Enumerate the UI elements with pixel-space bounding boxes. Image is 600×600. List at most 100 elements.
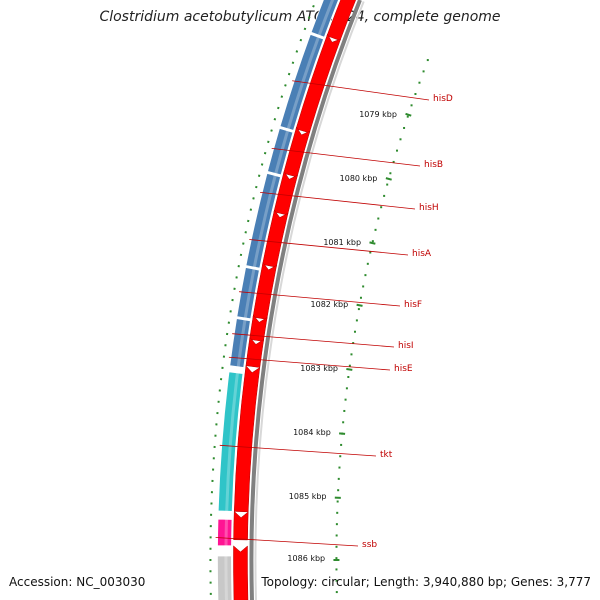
cds-fwd-6 bbox=[252, 262, 277, 320]
cds-fwd-9 bbox=[233, 365, 261, 513]
gc-dot bbox=[403, 126, 406, 129]
cds-fwd-2 bbox=[295, 33, 342, 134]
gc-dot bbox=[357, 308, 360, 311]
gc-dot bbox=[335, 557, 338, 560]
major-tick bbox=[356, 303, 363, 307]
gc-dot bbox=[359, 296, 362, 299]
map-title: Clostridium acetobutylicum ATCC 824, com… bbox=[99, 9, 501, 25]
outer-dot bbox=[270, 129, 273, 132]
cds-rev-1 bbox=[310, 0, 339, 38]
cds-rev-4 bbox=[245, 172, 282, 269]
gc-dot bbox=[335, 579, 338, 582]
leader-line bbox=[260, 191, 416, 210]
cds-rev-3 bbox=[267, 127, 294, 176]
major-tick bbox=[369, 241, 376, 245]
gc-dot bbox=[386, 183, 389, 186]
cds-fwd-10 bbox=[233, 510, 249, 541]
gc-dot bbox=[374, 228, 377, 231]
cds-fwd-11 bbox=[233, 545, 249, 600]
outer-dot bbox=[284, 84, 287, 87]
gene-label-hisB: hisB bbox=[424, 160, 444, 170]
outer-dot bbox=[291, 61, 295, 65]
outer-dot bbox=[280, 95, 284, 98]
outer-dot bbox=[267, 140, 270, 144]
gc-dot bbox=[336, 500, 339, 503]
gc-dot bbox=[336, 511, 339, 514]
gc-dot bbox=[399, 138, 402, 141]
cds-rev-9-highlight bbox=[224, 555, 228, 600]
gc-dot bbox=[353, 330, 356, 333]
gc-dot bbox=[350, 353, 353, 356]
tick-label: 1086 kbp bbox=[287, 554, 326, 563]
tick-label: 1081 kbp bbox=[323, 237, 362, 247]
cds-rev-6-highlight bbox=[236, 319, 247, 367]
tick-label: 1079 kbp bbox=[359, 109, 397, 119]
gc-dot bbox=[369, 251, 372, 254]
outer-dot bbox=[312, 4, 315, 8]
gene-label-hisI: hisI bbox=[398, 341, 414, 351]
major-tick bbox=[339, 432, 346, 435]
gene-label-hisE: hisE bbox=[394, 364, 413, 374]
gene-label-hisH: hisH bbox=[419, 203, 439, 213]
gc-dot bbox=[335, 523, 338, 526]
cds-fwd-4 bbox=[273, 171, 298, 216]
cds-rev-7 bbox=[217, 371, 244, 512]
gc-dot bbox=[410, 104, 413, 107]
cds-rev-6 bbox=[229, 318, 251, 368]
cds-rev-9 bbox=[217, 555, 233, 600]
major-tick bbox=[405, 112, 412, 117]
gc-dot bbox=[422, 70, 425, 73]
gene-label-tkt: tkt bbox=[380, 450, 393, 460]
outer-dot bbox=[263, 151, 267, 155]
cds-rev-5 bbox=[236, 267, 260, 320]
tick-label: 1080 kbp bbox=[339, 173, 378, 183]
cds-rev-8-highlight bbox=[224, 519, 228, 546]
gc-dot bbox=[352, 342, 355, 345]
gene-label-hisA: hisA bbox=[412, 249, 432, 259]
gc-dot bbox=[366, 262, 369, 265]
gc-dot bbox=[389, 172, 392, 175]
gc-dot bbox=[340, 443, 343, 446]
leader-line bbox=[228, 356, 391, 371]
cds-rev-3-highlight bbox=[274, 130, 290, 174]
outer-dot bbox=[277, 106, 280, 110]
gc-dot-track bbox=[335, 59, 429, 594]
gc-dot bbox=[335, 591, 338, 594]
gc-dot bbox=[335, 534, 338, 537]
gc-dot bbox=[345, 387, 348, 390]
accession-text: Accession: NC_003030 bbox=[9, 575, 146, 589]
leader-line bbox=[232, 333, 395, 348]
gc-dot bbox=[364, 274, 367, 277]
label-leaders bbox=[215, 80, 430, 547]
leader-line bbox=[249, 239, 409, 256]
gc-dot bbox=[426, 59, 429, 62]
tick-label: 1085 kbp bbox=[288, 491, 327, 501]
gc-dot bbox=[343, 409, 346, 412]
cds-rev-5-highlight bbox=[243, 268, 256, 319]
tick-label: 1082 kbp bbox=[310, 299, 349, 309]
leader-line bbox=[219, 444, 377, 457]
tick-label: 1083 kbp bbox=[300, 363, 338, 373]
gc-dot bbox=[362, 285, 365, 288]
leader-line bbox=[292, 80, 430, 101]
outer-dot bbox=[307, 16, 311, 19]
major-tick bbox=[385, 177, 392, 181]
cds-rev-2-highlight bbox=[286, 36, 320, 130]
cds-rev-7-highlight bbox=[225, 372, 239, 512]
gc-dot bbox=[396, 149, 399, 152]
gc-dot bbox=[339, 455, 342, 458]
cds-fwd-7 bbox=[249, 314, 268, 342]
leader-line bbox=[215, 537, 359, 547]
gene-label-ssb: ssb bbox=[362, 540, 378, 550]
cds-fwd-3 bbox=[283, 126, 311, 178]
cds-rev-1-highlight bbox=[317, 0, 335, 36]
gc-dot bbox=[344, 398, 347, 401]
gc-dot bbox=[335, 545, 338, 548]
cds-fwd-1 bbox=[326, 0, 356, 41]
cds-rev-8 bbox=[217, 518, 233, 547]
gc-dot bbox=[355, 319, 358, 322]
gc-dot bbox=[383, 194, 386, 197]
outer-dot bbox=[273, 118, 277, 121]
tick-marks bbox=[209, 4, 412, 595]
